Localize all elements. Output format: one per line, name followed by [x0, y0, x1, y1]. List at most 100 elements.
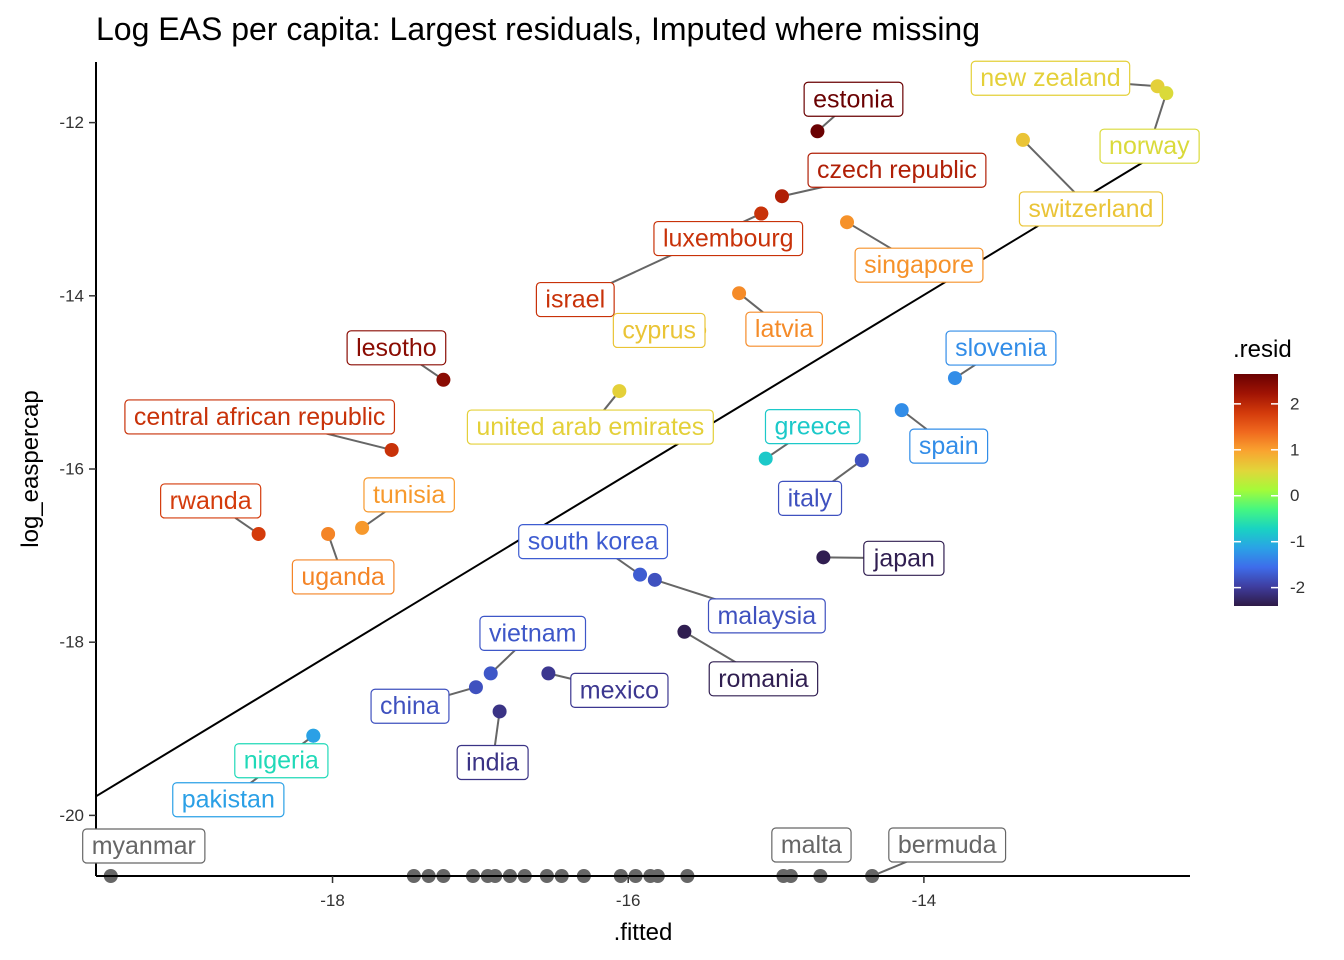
data-point	[1015, 132, 1030, 147]
point-label: slovenia	[945, 330, 1057, 366]
point-label-box	[854, 247, 984, 283]
point-label-text: malta	[781, 831, 842, 859]
point-label: tunisia	[363, 477, 455, 513]
point-label: myanmar	[82, 828, 206, 864]
x-tick-label: -14	[912, 891, 937, 910]
point-label-text: czech republic	[817, 156, 977, 184]
point-label: norway	[1099, 128, 1200, 164]
legend-ticks: 2 1 0 -1 -2	[1234, 394, 1305, 597]
legend-title: .resid	[1233, 336, 1292, 363]
legend-tick-label: 2	[1290, 394, 1299, 413]
point-label-box	[803, 81, 904, 117]
point-label-text: nigeria	[244, 747, 319, 775]
data-point	[612, 384, 627, 399]
point-label-text: india	[466, 748, 519, 776]
point-label-text: uganda	[301, 563, 385, 591]
data-point	[816, 550, 831, 565]
point-label: czech republic	[807, 152, 987, 188]
fit-line	[95, 133, 1191, 798]
point-label-text: estonia	[813, 85, 894, 113]
point-label-box	[777, 480, 843, 516]
point-label-box	[234, 743, 329, 779]
point-label-text: south korea	[528, 528, 659, 556]
x-axis-ticks: -18 -16 -14	[320, 876, 936, 910]
point-label-box	[612, 312, 706, 349]
y-tick-label: -12	[59, 113, 84, 132]
data-point	[483, 666, 498, 681]
point-label: lesotho	[346, 330, 447, 366]
point-label: malaysia	[707, 598, 826, 634]
y-tick-label: -18	[59, 633, 84, 652]
data-point	[854, 453, 869, 468]
point-label: cyprus	[612, 312, 706, 349]
point-label-box	[172, 782, 285, 818]
data-point	[647, 572, 662, 587]
data-point	[840, 215, 855, 230]
point-label-text: malaysia	[717, 602, 816, 630]
point-label-box	[888, 827, 1007, 863]
data-point	[810, 124, 825, 139]
data-point	[468, 680, 483, 695]
point-label-text: slovenia	[955, 334, 1047, 362]
point-label-box	[466, 409, 714, 445]
point-label: china	[370, 688, 450, 724]
legend-tick-label: -2	[1290, 578, 1305, 597]
y-axis-ticks: -12 -14 -16 -18 -20	[59, 113, 96, 825]
data-point	[947, 371, 962, 386]
color-legend: .resid 2 1 0 -1 -2	[1233, 336, 1305, 606]
point-label-text: tunisia	[373, 481, 445, 509]
legend-tick-label: 1	[1290, 440, 1299, 459]
point-label: pakistan	[172, 782, 285, 818]
point-label: japan	[863, 540, 945, 576]
point-label-box	[1018, 191, 1164, 227]
point-label: mexico	[570, 672, 669, 708]
point-label-text: china	[380, 692, 440, 720]
data-point	[1159, 86, 1174, 101]
data-point	[754, 206, 769, 221]
chart-title: Log EAS per capita: Largest residuals, I…	[96, 11, 980, 47]
point-label-text: switzerland	[1028, 195, 1153, 223]
data-point	[355, 520, 370, 535]
y-tick-label: -20	[59, 806, 84, 825]
point-label-box	[82, 828, 206, 864]
point-label-box	[764, 409, 861, 445]
legend-tick-label: -1	[1290, 532, 1305, 551]
point-label-box	[291, 559, 395, 595]
y-axis-title: log_easpercap	[17, 390, 44, 547]
point-label: rwanda	[160, 483, 262, 519]
data-point	[321, 526, 336, 541]
point-label-box	[970, 60, 1131, 96]
point-label: estonia	[803, 81, 904, 117]
point-label-box	[807, 152, 987, 188]
point-label-text: latvia	[755, 315, 813, 343]
legend-tick-label: 0	[1290, 486, 1299, 505]
point-label: new zealand	[970, 60, 1131, 96]
point-label-text: central african republic	[134, 403, 386, 431]
point-label-text: rwanda	[170, 487, 252, 515]
point-label-box	[363, 477, 455, 513]
point-label-text: myanmar	[92, 832, 196, 860]
data-point	[633, 567, 648, 582]
data-point	[541, 666, 556, 681]
point-label-box	[346, 330, 447, 366]
data-point	[774, 189, 789, 204]
legend-colorbar	[1234, 374, 1278, 606]
point-label-text: japan	[873, 544, 935, 572]
y-tick-label: -14	[59, 286, 84, 305]
point-label-text: greece	[774, 413, 850, 441]
point-label-text: cyprus	[622, 316, 696, 344]
point-label-box	[708, 661, 819, 697]
point-label: malta	[771, 827, 852, 863]
point-label-box	[370, 688, 450, 724]
point-label-text: romania	[718, 665, 808, 693]
point-label: nigeria	[234, 743, 329, 779]
point-label-box	[124, 399, 396, 435]
point-label-text: singapore	[864, 251, 974, 279]
point-label-text: israel	[545, 286, 605, 314]
point-label-text: united arab emirates	[476, 413, 704, 441]
point-label-box	[535, 281, 615, 318]
point-label: spain	[909, 428, 989, 464]
point-label-text: italy	[788, 484, 833, 512]
point-label-text: spain	[919, 432, 979, 460]
